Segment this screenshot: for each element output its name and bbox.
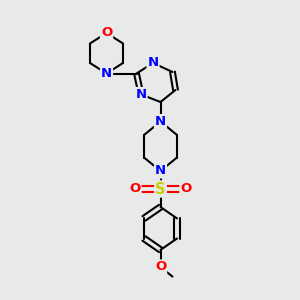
Text: N: N <box>155 115 166 128</box>
Text: N: N <box>147 56 159 70</box>
Text: O: O <box>180 182 192 196</box>
Text: O: O <box>101 26 112 40</box>
Text: S: S <box>155 182 166 196</box>
Text: N: N <box>101 67 112 80</box>
Text: O: O <box>155 260 166 274</box>
Text: O: O <box>129 182 141 196</box>
Text: N: N <box>155 164 166 178</box>
Text: N: N <box>135 88 147 101</box>
